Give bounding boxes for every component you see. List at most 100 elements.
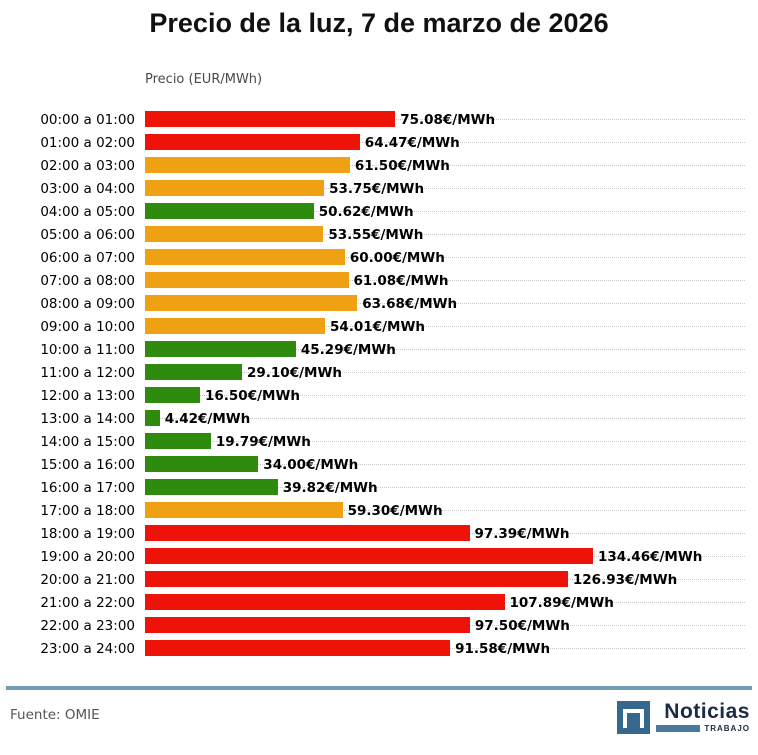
price-value-label: 97.50€/MWh bbox=[474, 617, 570, 634]
gridline bbox=[145, 326, 745, 327]
bar-track: 64.47€/MWh bbox=[145, 131, 758, 154]
price-bar bbox=[145, 341, 296, 357]
bar-track: 60.00€/MWh bbox=[145, 246, 758, 269]
price-bar bbox=[145, 387, 200, 403]
chart-row: 18:00 a 19:00 97.39€/MWh bbox=[0, 522, 758, 545]
chart-row: 20:00 a 21:00 126.93€/MWh bbox=[0, 568, 758, 591]
gridline bbox=[145, 487, 745, 488]
bar-track: 54.01€/MWh bbox=[145, 315, 758, 338]
price-bar bbox=[145, 571, 568, 587]
bar-track: 107.89€/MWh bbox=[145, 591, 758, 614]
chart-row: 15:00 a 16:00 34.00€/MWh bbox=[0, 453, 758, 476]
bar-track: 53.75€/MWh bbox=[145, 177, 758, 200]
price-bar bbox=[145, 617, 470, 633]
price-bar bbox=[145, 479, 278, 495]
chart-row: 17:00 a 18:00 59.30€/MWh bbox=[0, 499, 758, 522]
source-label: Fuente: OMIE bbox=[10, 707, 100, 723]
gridline bbox=[145, 165, 745, 166]
price-bar bbox=[145, 226, 324, 242]
price-bar bbox=[145, 203, 314, 219]
chart-row: 16:00 a 17:00 39.82€/MWh bbox=[0, 476, 758, 499]
price-value-label: 91.58€/MWh bbox=[455, 640, 551, 657]
price-bar bbox=[145, 525, 470, 541]
price-value-label: 61.50€/MWh bbox=[354, 157, 450, 174]
gridline bbox=[145, 510, 745, 511]
x-axis-label: Precio (EUR/MWh) bbox=[145, 72, 263, 87]
chart-row: 00:00 a 01:00 75.08€/MWh bbox=[0, 108, 758, 131]
price-bar bbox=[145, 318, 325, 334]
price-value-label: 134.46€/MWh bbox=[598, 548, 703, 565]
price-bar bbox=[145, 640, 451, 656]
price-value-label: 45.29€/MWh bbox=[300, 341, 396, 358]
price-bar bbox=[145, 594, 505, 610]
price-value-label: 59.30€/MWh bbox=[347, 502, 443, 519]
price-bar bbox=[145, 249, 345, 265]
brand-logo-text: Noticias TRABAJO bbox=[656, 701, 750, 733]
price-bar bbox=[145, 548, 593, 564]
chart-row: 09:00 a 10:00 54.01€/MWh bbox=[0, 315, 758, 338]
bar-track: 75.08€/MWh bbox=[145, 108, 758, 131]
hour-label: 06:00 a 07:00 bbox=[40, 249, 135, 266]
gridline bbox=[145, 280, 745, 281]
hour-label: 08:00 a 09:00 bbox=[40, 295, 135, 312]
hour-label: 02:00 a 03:00 bbox=[40, 157, 135, 174]
chart-row: 22:00 a 23:00 97.50€/MWh bbox=[0, 614, 758, 637]
chart-row: 21:00 a 22:00 107.89€/MWh bbox=[0, 591, 758, 614]
price-value-label: 39.82€/MWh bbox=[282, 479, 378, 496]
gridline bbox=[145, 464, 745, 465]
hour-label: 07:00 a 08:00 bbox=[40, 272, 135, 289]
bar-track: 16.50€/MWh bbox=[145, 384, 758, 407]
chart-row: 03:00 a 04:00 53.75€/MWh bbox=[0, 177, 758, 200]
price-bar bbox=[145, 364, 242, 380]
hour-label: 10:00 a 11:00 bbox=[40, 341, 135, 358]
gridline bbox=[145, 234, 745, 235]
bar-track: 34.00€/MWh bbox=[145, 453, 758, 476]
chart-row: 07:00 a 08:00 61.08€/MWh bbox=[0, 269, 758, 292]
brand-logo: Noticias TRABAJO bbox=[617, 701, 750, 734]
brand-bar-decoration bbox=[656, 725, 701, 732]
hour-label: 01:00 a 02:00 bbox=[40, 134, 135, 151]
gridline bbox=[145, 372, 745, 373]
price-bar bbox=[145, 180, 325, 196]
hour-label: 14:00 a 15:00 bbox=[40, 433, 135, 450]
price-bar bbox=[145, 157, 350, 173]
hour-label: 20:00 a 21:00 bbox=[40, 571, 135, 588]
price-bar bbox=[145, 295, 358, 311]
hour-label: 04:00 a 05:00 bbox=[40, 203, 135, 220]
hour-label: 18:00 a 19:00 bbox=[40, 525, 135, 542]
price-bar bbox=[145, 433, 211, 449]
price-value-label: 53.75€/MWh bbox=[329, 180, 425, 197]
hour-label: 13:00 a 14:00 bbox=[40, 410, 135, 427]
hour-label: 23:00 a 24:00 bbox=[40, 640, 135, 657]
bar-track: 63.68€/MWh bbox=[145, 292, 758, 315]
bar-track: 97.39€/MWh bbox=[145, 522, 758, 545]
price-value-label: 29.10€/MWh bbox=[247, 364, 342, 381]
price-bar bbox=[145, 111, 396, 127]
hour-label: 09:00 a 10:00 bbox=[40, 318, 135, 335]
gridline bbox=[145, 349, 745, 350]
letter-n-icon bbox=[623, 709, 645, 728]
bar-track: 61.08€/MWh bbox=[145, 269, 758, 292]
price-bar bbox=[145, 502, 343, 518]
chart-row: 14:00 a 15:00 19.79€/MWh bbox=[0, 430, 758, 453]
hour-label: 22:00 a 23:00 bbox=[40, 617, 135, 634]
price-bar bbox=[145, 456, 259, 472]
hour-label: 16:00 a 17:00 bbox=[40, 479, 135, 496]
hour-label: 12:00 a 13:00 bbox=[40, 387, 135, 404]
price-value-label: 16.50€/MWh bbox=[205, 387, 300, 404]
price-value-label: 53.55€/MWh bbox=[328, 226, 424, 243]
price-bar bbox=[145, 410, 160, 426]
hour-label: 17:00 a 18:00 bbox=[40, 502, 135, 519]
bar-track: 126.93€/MWh bbox=[145, 568, 758, 591]
bar-track: 39.82€/MWh bbox=[145, 476, 758, 499]
bar-chart: 00:00 a 01:00 75.08€/MWh 01:00 a 02:00 6… bbox=[0, 108, 758, 660]
gridline bbox=[145, 257, 745, 258]
chart-row: 04:00 a 05:00 50.62€/MWh bbox=[0, 200, 758, 223]
chart-row: 08:00 a 09:00 63.68€/MWh bbox=[0, 292, 758, 315]
bar-track: 50.62€/MWh bbox=[145, 200, 758, 223]
bar-track: 19.79€/MWh bbox=[145, 430, 758, 453]
price-value-label: 61.08€/MWh bbox=[353, 272, 449, 289]
bar-track: 45.29€/MWh bbox=[145, 338, 758, 361]
price-value-label: 97.39€/MWh bbox=[474, 525, 570, 542]
